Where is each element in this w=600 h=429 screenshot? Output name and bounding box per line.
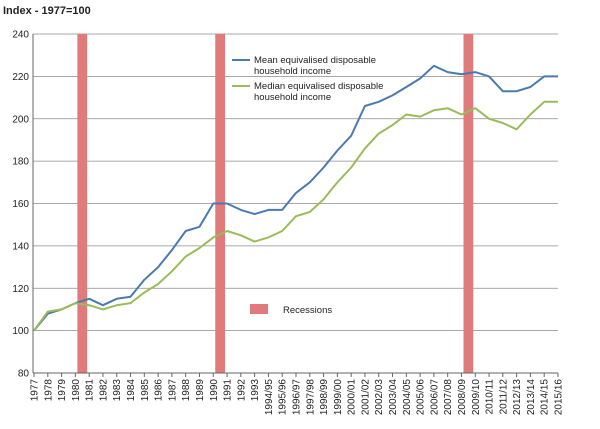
x-tick-label: 1994/95 xyxy=(264,379,275,416)
x-tick-label: 1982 xyxy=(98,379,109,402)
legend-swatch xyxy=(250,304,268,314)
recession-band xyxy=(463,34,474,373)
x-tick-label: 1997/98 xyxy=(305,379,316,416)
x-tick-label: 2013/14 xyxy=(526,379,537,416)
x-tick-label: 1995/96 xyxy=(278,379,289,416)
x-tick-label: 2000/01 xyxy=(347,379,358,416)
legend-label: Mean equivalised disposable xyxy=(254,55,376,66)
legend-label: Recessions xyxy=(283,305,332,316)
x-tick-label: 1992 xyxy=(236,379,247,402)
x-tick-label: 2002/03 xyxy=(374,379,385,416)
x-tick-label: 1977 xyxy=(30,379,41,402)
y-tick-label: 140 xyxy=(12,241,29,252)
x-tick-label: 2004/05 xyxy=(402,379,413,416)
legend-label: household income xyxy=(254,92,331,103)
x-tick-label: 1991 xyxy=(223,379,234,402)
x-tick-label: 2010/11 xyxy=(485,379,496,415)
y-tick-label: 100 xyxy=(12,326,29,337)
x-tick-label: 2015/16 xyxy=(554,379,565,416)
y-tick-label: 120 xyxy=(12,284,29,295)
x-tick-label: 1978 xyxy=(43,379,54,402)
x-tick-label: 2005/06 xyxy=(416,379,427,416)
x-tick-label: 2003/04 xyxy=(388,379,399,416)
y-tick-label: 220 xyxy=(12,72,29,83)
y-tick-label: 240 xyxy=(12,30,29,41)
median-income-line xyxy=(33,100,558,332)
mean-income-line xyxy=(33,64,558,332)
x-tick-label: 1990 xyxy=(209,379,220,402)
x-tick-label: 2006/07 xyxy=(429,379,440,416)
x-tick-label: 1989 xyxy=(195,379,206,402)
x-tick-label: 1986 xyxy=(154,379,165,402)
x-tick-label: 1999/00 xyxy=(333,379,344,416)
legend-label: household income xyxy=(254,66,331,77)
y-tick-label: 80 xyxy=(18,369,30,380)
x-tick-label: 2001/02 xyxy=(360,379,371,416)
x-tick-label: 2009/10 xyxy=(471,379,482,416)
x-tick-label: 1981 xyxy=(85,379,96,402)
x-tick-label: 2011/12 xyxy=(498,379,509,415)
recession-band xyxy=(77,34,88,373)
x-tick-label: 2008/09 xyxy=(457,379,468,416)
x-tick-label: 2007/08 xyxy=(443,379,454,416)
x-tick-label: 1987 xyxy=(167,379,178,402)
legend-label: Median equivalised disposable xyxy=(254,81,383,92)
x-tick-label: 2014/15 xyxy=(540,379,551,416)
x-tick-label: 1985 xyxy=(140,379,151,402)
x-tick-label: 1983 xyxy=(112,379,123,402)
y-tick-label: 180 xyxy=(12,157,29,168)
x-tick-label: 1984 xyxy=(126,379,137,402)
x-tick-label: 2012/13 xyxy=(512,379,523,416)
y-tick-label: 160 xyxy=(12,199,29,210)
x-tick-label: 1988 xyxy=(181,379,192,402)
x-tick-label: 1980 xyxy=(71,379,82,402)
x-tick-label: 1996/97 xyxy=(292,379,303,416)
y-tick-label: 200 xyxy=(12,114,29,125)
x-tick-label: 1979 xyxy=(57,379,68,402)
chart-title: Index - 1977=100 xyxy=(3,5,91,17)
x-tick-label: 1993 xyxy=(250,379,261,402)
x-tick-label: 1998/99 xyxy=(319,379,330,416)
